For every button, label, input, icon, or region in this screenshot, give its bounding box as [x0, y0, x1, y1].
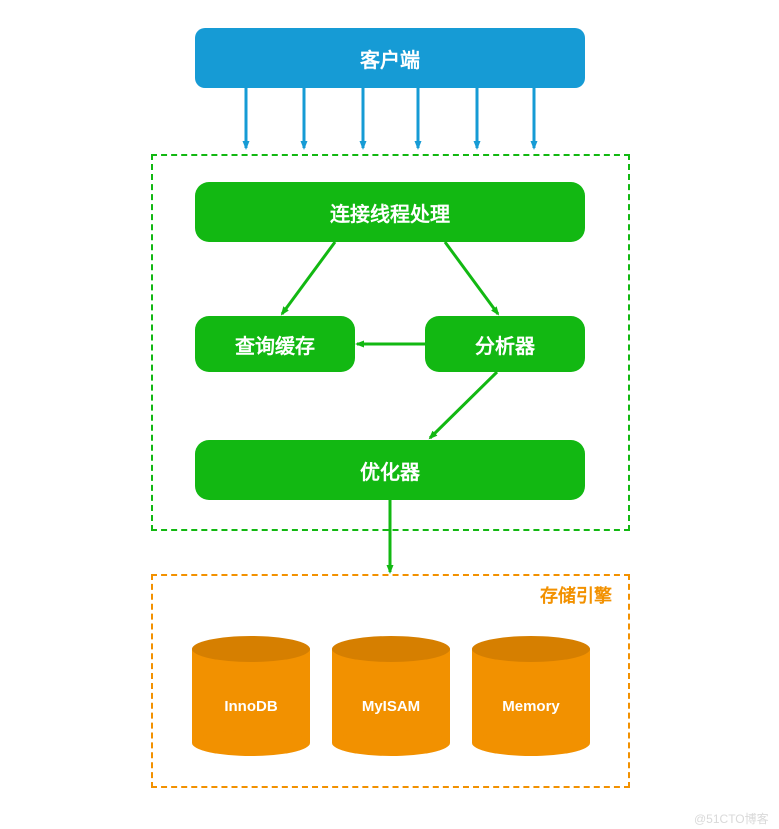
cylinder-2-label: Memory: [472, 698, 590, 715]
box-storage-label: 存储引擎: [540, 582, 612, 608]
node-client: 客户端: [195, 28, 585, 88]
cylinder-2: Memory: [472, 636, 590, 756]
cylinder-0-label: InnoDB: [192, 698, 310, 715]
diagram-canvas: 客户端连接线程处理查询缓存分析器优化器存储引擎InnoDBMyISAMMemor…: [0, 0, 779, 829]
cylinder-1-label: MyISAM: [332, 698, 450, 715]
cylinder-1: MyISAM: [332, 636, 450, 756]
watermark: @51CTO博客: [694, 810, 769, 827]
box-server: [151, 154, 630, 531]
cylinder-0: InnoDB: [192, 636, 310, 756]
